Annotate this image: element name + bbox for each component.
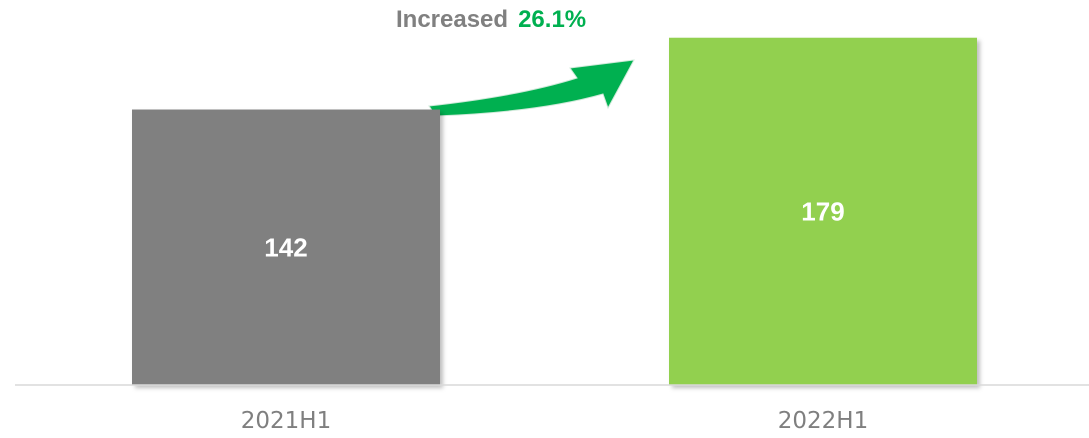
curved-arrow-up-right-icon bbox=[428, 59, 635, 117]
bar-2022H1 bbox=[669, 37, 977, 386]
bar-2021H1 bbox=[132, 109, 440, 386]
growth-label: Increased bbox=[396, 6, 509, 33]
growth-percentage: 26.1% bbox=[518, 6, 587, 33]
bar-value-label-2022H1: 179 bbox=[801, 196, 844, 226]
bar-value-label-2021H1: 142 bbox=[264, 232, 307, 262]
value-labels-group: 142 179 bbox=[264, 196, 844, 262]
x-axis-tick-labels: 2021H1 2022H1 bbox=[241, 408, 868, 434]
bars-group bbox=[132, 37, 977, 386]
growth-annotation: Increased 26.1% bbox=[396, 6, 586, 34]
x-tick-label-2021H1: 2021H1 bbox=[241, 408, 331, 434]
x-tick-label-2022H1: 2022H1 bbox=[778, 408, 868, 434]
